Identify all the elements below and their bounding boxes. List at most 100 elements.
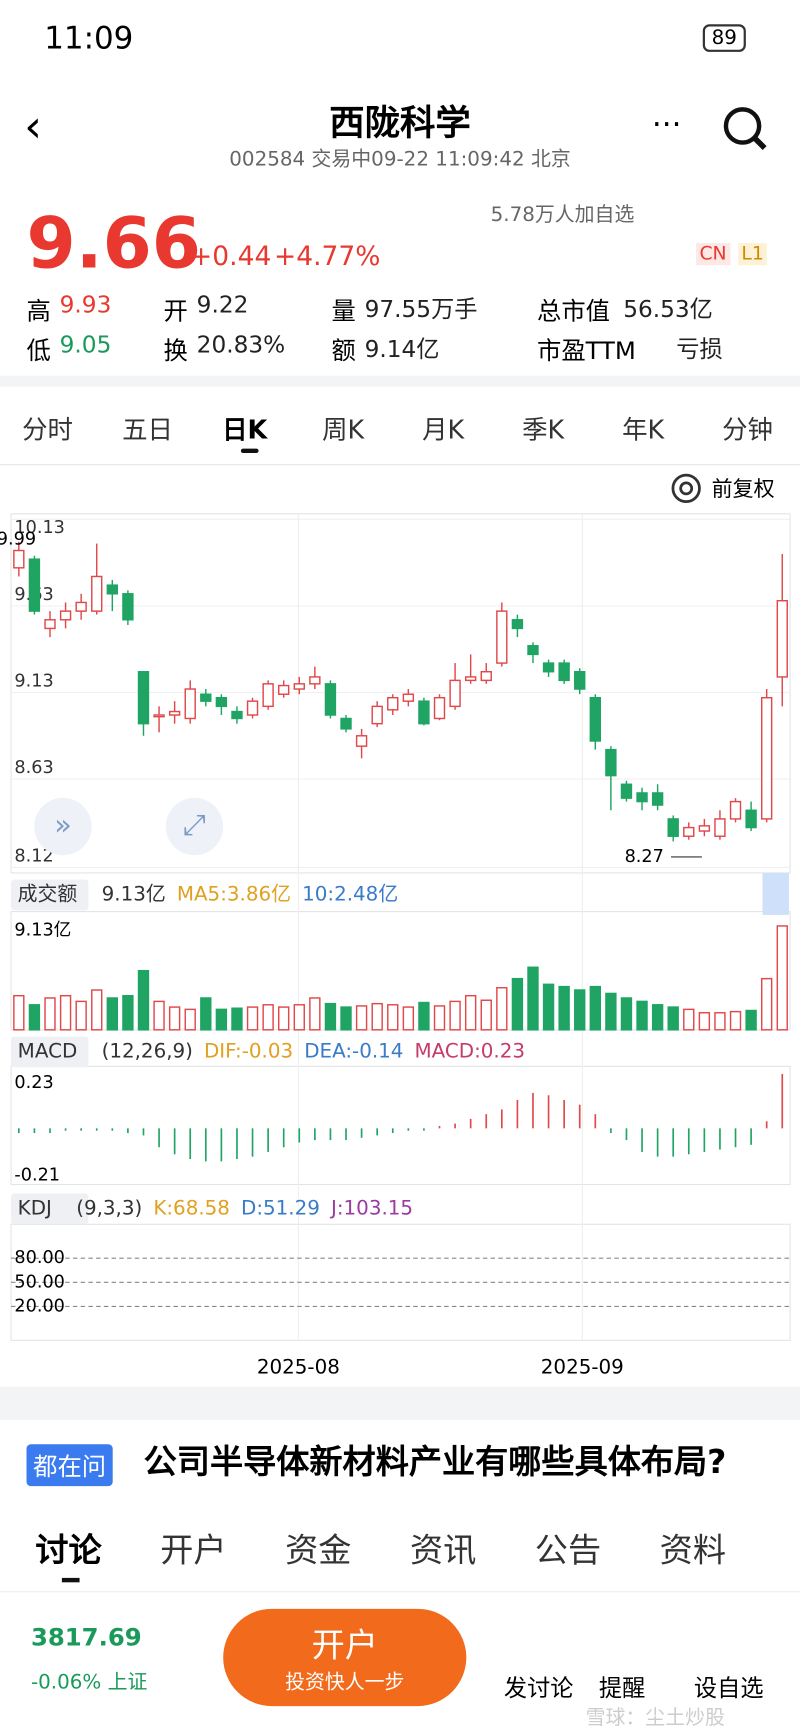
volume-bar (184, 1008, 196, 1031)
indicator-label: DIF:-0.03 (204, 1039, 293, 1062)
question[interactable]: 公司半导体新材料产业有哪些具体布局? (143, 1443, 727, 1482)
divider (0, 375, 800, 387)
volume-bar (636, 1000, 648, 1031)
y-tick-label: 0.23 (14, 1073, 53, 1093)
candle-body (418, 700, 430, 725)
title: 西陇科学 (329, 101, 471, 144)
volume-bar (28, 1004, 41, 1031)
candle-body (574, 671, 586, 690)
chart-button-icon: » (54, 808, 72, 842)
stat-label: 量 (331, 298, 356, 326)
candle-body (44, 619, 56, 630)
bottom-tab[interactable]: 讨论 (35, 1531, 102, 1571)
tab[interactable]: 月K (422, 416, 465, 446)
candle-body (760, 696, 773, 820)
volume-bar (200, 997, 212, 1031)
volume-bar (667, 1006, 679, 1031)
tab[interactable]: 季K (522, 416, 565, 446)
candle-body (745, 809, 757, 829)
indicator-label: 9.13亿 (102, 883, 166, 906)
volume-bar (683, 1008, 695, 1031)
volume-bar (402, 1006, 415, 1031)
volume-bar (760, 977, 773, 1031)
volume-bar (75, 1000, 87, 1031)
candle-body (558, 662, 570, 682)
bottom-tab[interactable]: 资料 (659, 1531, 726, 1571)
candle-body (91, 575, 103, 612)
collapse (762, 872, 789, 915)
action[interactable]: 提醒 (598, 1675, 646, 1702)
x-tick-label: 2025-09 (541, 1355, 624, 1378)
chart-button-icon: ⤢ (183, 808, 206, 842)
volume-bar (387, 1004, 399, 1031)
bottom-tab[interactable]: 公告 (534, 1531, 602, 1571)
candle-body (355, 735, 368, 747)
stat-value: 9.05 (59, 331, 112, 359)
chart-button (165, 797, 224, 856)
adjust[interactable]: 前复权 (711, 477, 775, 502)
volume-bar (91, 989, 103, 1031)
open-account-button[interactable] (223, 1608, 467, 1707)
volume-bar (418, 1001, 430, 1031)
panel (10, 513, 791, 874)
candle-body (433, 696, 446, 720)
tab[interactable]: 日K (222, 416, 268, 446)
candle-body (106, 584, 119, 595)
indicator-label: MA5:3.86亿 (177, 883, 291, 906)
bottom-tab[interactable]: 开户 (160, 1531, 227, 1571)
volume-bar (106, 997, 119, 1031)
volume-bar (122, 994, 134, 1031)
button-label: 开户 (311, 1626, 378, 1666)
more[interactable]: ··· (651, 106, 682, 143)
candle-body (13, 549, 25, 569)
watermark: 雪球：尘土炒股 (585, 1706, 725, 1730)
volume-bar (153, 1000, 165, 1031)
volume-bar (449, 1000, 461, 1031)
indicator-tab (11, 1193, 89, 1225)
volume-bar (605, 992, 617, 1031)
tab[interactable]: 分钟 (722, 416, 773, 446)
volume-bar (44, 997, 56, 1031)
divider (0, 464, 800, 466)
candle-body (667, 818, 679, 837)
candle-body (527, 645, 539, 656)
tab[interactable]: 年K (622, 416, 665, 446)
chart-button (34, 797, 92, 856)
volume-bar (433, 1005, 446, 1031)
y-tick-label: 8.63 (14, 758, 53, 778)
candle-body (340, 717, 352, 730)
stat-value: 9.93 (59, 291, 112, 319)
volume-bar (620, 997, 633, 1031)
action[interactable]: 设自选 (693, 1675, 764, 1702)
y-tick-label: -0.21 (14, 1166, 60, 1186)
candle-body (620, 783, 633, 799)
tab[interactable]: 分时 (22, 416, 73, 446)
tab[interactable]: 五日 (122, 416, 173, 446)
candle-body (714, 818, 726, 837)
tab[interactable]: 周K (322, 416, 365, 446)
volume-bar (714, 1012, 726, 1031)
candle-body (776, 600, 788, 678)
bottom-tab[interactable]: 资讯 (409, 1531, 477, 1571)
change: +0.44 (190, 240, 272, 272)
subtitle: 002584 交易中09-22 11:09:42 北京 (229, 148, 571, 172)
candle-body (371, 705, 383, 725)
badge: CN (696, 243, 730, 266)
volume-bar (527, 966, 539, 1031)
stat-label: 开 (163, 298, 188, 326)
back[interactable]: ‹ (24, 101, 42, 153)
volume-bar (309, 997, 321, 1031)
indicator-label: MACD:0.23 (415, 1039, 526, 1062)
search[interactable] (720, 104, 769, 153)
candle-body (683, 826, 695, 837)
candle-body (324, 683, 337, 716)
y-tick-label: 20.00 (14, 1296, 65, 1316)
panel (10, 911, 791, 1031)
indicator-label: KDJ (18, 1196, 52, 1219)
percent: +4.77% (274, 240, 381, 272)
bottom-tab[interactable]: 资金 (285, 1531, 352, 1571)
y-tick-label: 80.00 (14, 1248, 65, 1268)
action[interactable]: 发讨论 (503, 1675, 574, 1702)
indicator-label: 成交额 (18, 883, 78, 906)
